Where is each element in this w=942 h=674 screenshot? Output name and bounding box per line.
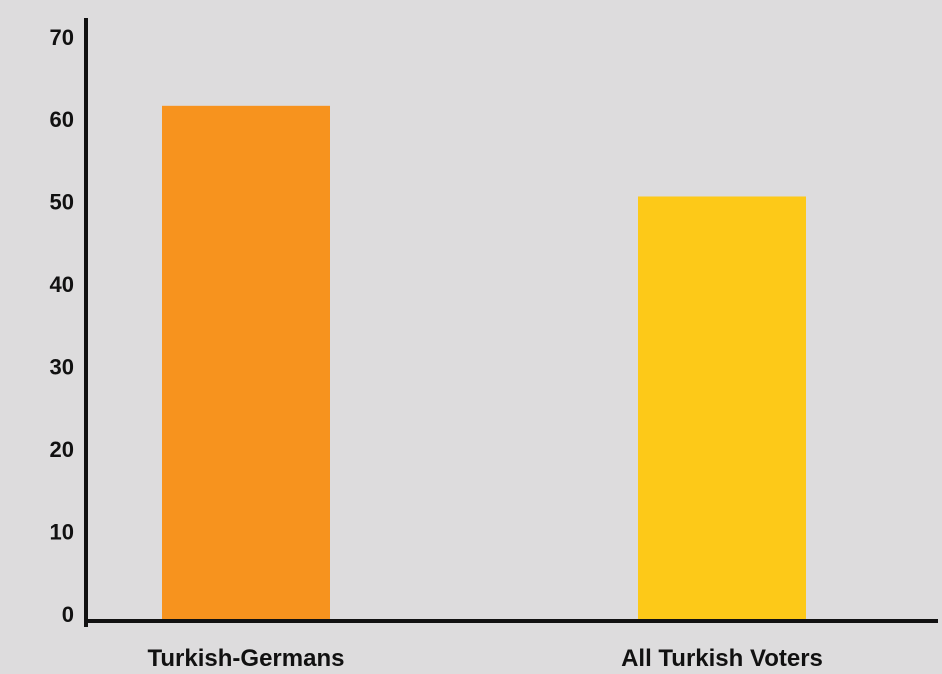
y-tick-label: 10 [50,519,74,544]
y-tick-labels: 0 10 20 30 40 50 60 70 [50,25,74,627]
x-category-label: Turkish-Germans [148,645,345,672]
y-tick-label: 20 [50,437,74,462]
bars-layer [162,105,806,622]
y-tick-label: 30 [50,355,74,380]
y-tick-label: 70 [50,25,74,50]
y-tick-label: 40 [50,272,74,297]
y-tick-label: 50 [50,190,74,215]
bar-all-turkish-voters [638,196,806,621]
x-category-label: All Turkish Voters [621,645,823,672]
bar-turkish-germans [162,105,330,622]
y-tick-label: 60 [50,107,74,132]
y-tick-label: 0 [62,602,74,627]
x-category-labels: Turkish-Germans All Turkish Voters [148,645,823,672]
axes-layer [84,18,938,627]
